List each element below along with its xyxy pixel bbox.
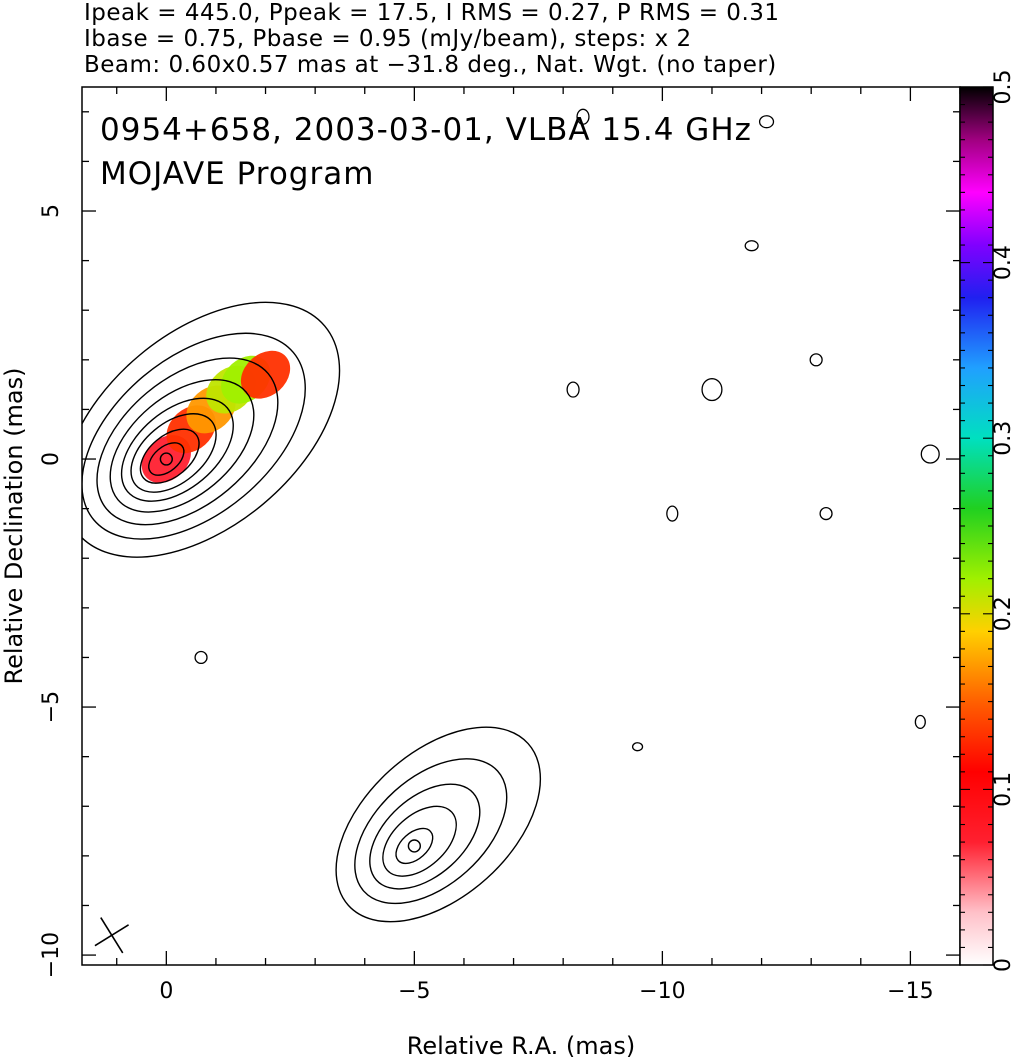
contour-line xyxy=(148,442,185,476)
contour-line xyxy=(109,379,255,513)
contour-line xyxy=(139,428,200,484)
chart-title: 0954+658, 2003-03-01, VLBA 15.4 GHz xyxy=(100,112,752,148)
contour-line xyxy=(335,726,542,923)
contour-peak xyxy=(407,839,422,853)
contour-line xyxy=(354,758,508,905)
contour-peak xyxy=(159,452,173,466)
colorbar-ticks xyxy=(960,86,993,966)
intensity-contours xyxy=(82,301,542,923)
contour-line xyxy=(120,397,234,502)
colorbar xyxy=(959,86,994,966)
contour-line xyxy=(82,301,341,558)
noise-contour xyxy=(819,506,833,521)
y-tick-label: −5 xyxy=(39,691,64,723)
noise-contour xyxy=(666,505,679,522)
contour-line xyxy=(382,805,457,877)
contour-line xyxy=(82,332,306,540)
x-tick-label: −10 xyxy=(639,979,685,1004)
y-axis-label: Relative Declination (mas) xyxy=(0,367,28,684)
y-tick-label: 5 xyxy=(39,204,64,218)
x-tick-label: −15 xyxy=(887,979,933,1004)
colorbar-tick-label: 0.3 xyxy=(991,421,1016,456)
header-line-3: Beam: 0.60x0.57 mas at −31.8 deg., Nat. … xyxy=(84,52,777,78)
noise-contour xyxy=(576,108,590,125)
noise-contour xyxy=(920,444,940,464)
noise-contour xyxy=(194,650,208,665)
noise-contours xyxy=(194,108,940,752)
colorbar-tick-label: 0.2 xyxy=(991,596,1016,631)
axis-ticks xyxy=(82,87,961,965)
y-tick-label: −10 xyxy=(39,932,64,978)
noise-contour xyxy=(809,353,823,367)
contour-line xyxy=(369,783,481,890)
y-tick-label: 0 xyxy=(39,452,64,466)
plot-frame xyxy=(81,86,961,966)
noise-contour xyxy=(914,714,926,730)
contour-line xyxy=(130,413,217,493)
header-line-2: Ibase = 0.75, Pbase = 0.95 (mJy/beam), s… xyxy=(84,26,692,52)
noise-contour xyxy=(701,378,723,402)
x-tick-label: −5 xyxy=(398,979,430,1004)
colorbar-tick-label: 0.5 xyxy=(991,70,1016,105)
header-line-1: Ipeak = 445.0, Ppeak = 17.5, I RMS = 0.2… xyxy=(84,0,780,26)
colorbar-tick-label: 0.4 xyxy=(991,245,1016,280)
contour-line xyxy=(395,827,434,865)
contour-line xyxy=(96,357,279,526)
noise-contour xyxy=(566,381,580,398)
colorbar-tick-label: 0.1 xyxy=(991,772,1016,807)
noise-contour xyxy=(631,742,644,752)
beam-marker xyxy=(94,917,130,954)
x-tick-label: 0 xyxy=(159,979,173,1004)
noise-contour xyxy=(744,240,759,252)
chart-subtitle: MOJAVE Program xyxy=(100,156,374,192)
noise-contour xyxy=(758,115,775,129)
x-axis-label: Relative R.A. (mas) xyxy=(407,1032,635,1060)
polarization-image xyxy=(141,350,291,483)
colorbar-tick-label: 0 xyxy=(991,958,1016,972)
